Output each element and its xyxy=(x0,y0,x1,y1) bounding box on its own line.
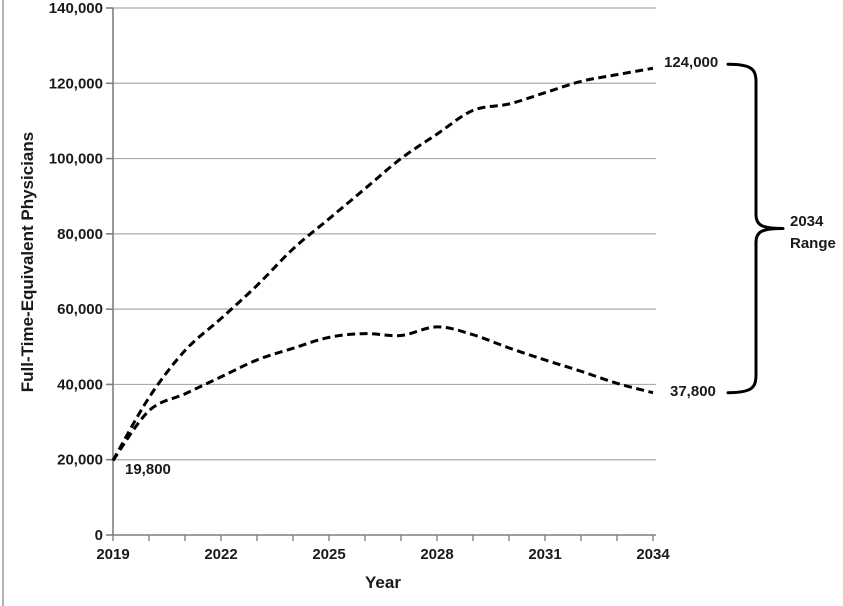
x-axis-tick-label: 2022 xyxy=(204,546,237,563)
y-axis-tick-label: 140,000 xyxy=(49,0,103,17)
x-axis-tick-label: 2028 xyxy=(420,546,453,563)
page-left-border xyxy=(2,0,4,606)
x-axis-title: Year xyxy=(365,573,401,592)
range-label-line2: Range xyxy=(790,235,836,252)
annotation-lower-end-value: 37,800 xyxy=(670,383,716,400)
x-axis-tick-label: 2019 xyxy=(96,546,129,563)
range-label-line1: 2034 xyxy=(790,213,824,230)
annotation-upper-end-value: 124,000 xyxy=(664,54,719,71)
y-axis-tick-label: 80,000 xyxy=(57,226,103,243)
lower-projection-line xyxy=(111,325,654,462)
upper-projection-line xyxy=(111,66,654,462)
y-axis-tick-label: 20,000 xyxy=(57,452,103,469)
annotation-start-value: 19,800 xyxy=(125,461,171,478)
x-axis-tick-label: 2031 xyxy=(528,546,561,563)
y-axis-tick-label: 40,000 xyxy=(57,376,103,393)
y-axis-tick-label: 0 xyxy=(95,527,103,544)
x-axis-tick-label: 2025 xyxy=(312,546,345,563)
y-axis-tick-label: 60,000 xyxy=(57,301,103,318)
x-axis-tick-label: 2034 xyxy=(636,546,670,563)
y-axis-tick-label: 120,000 xyxy=(49,75,103,92)
annotation-2034-range-label: 2034 Range xyxy=(790,211,836,255)
range-brace xyxy=(726,62,785,395)
y-axis-title: Full-Time-Equivalent Physicians xyxy=(18,131,37,393)
y-axis-tick-label: 100,000 xyxy=(49,151,103,168)
